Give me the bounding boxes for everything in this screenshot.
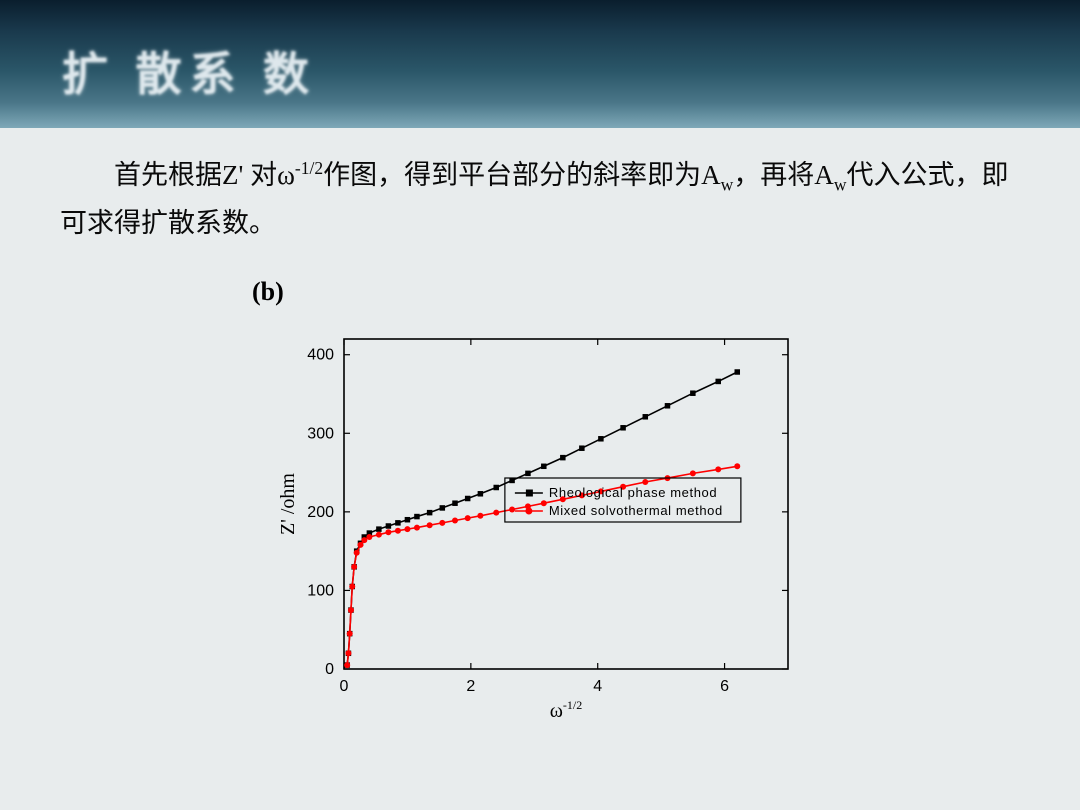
- paragraph-text-2: 作图，得到平台部分的斜率即为A: [323, 160, 721, 190]
- slide-header: 扩 散系 数: [0, 0, 1080, 128]
- panel-label: (b): [252, 277, 860, 307]
- paragraph-sub-1: w: [721, 174, 734, 194]
- svg-text:300: 300: [307, 426, 334, 443]
- svg-text:2: 2: [466, 678, 475, 695]
- header-title: 扩 散系 数: [62, 38, 317, 104]
- svg-text:400: 400: [307, 347, 334, 364]
- svg-text:200: 200: [307, 504, 334, 521]
- svg-text:Mixed solvothermal method: Mixed solvothermal method: [549, 503, 723, 518]
- svg-text:6: 6: [720, 678, 729, 695]
- svg-text:0: 0: [325, 661, 334, 678]
- svg-text:100: 100: [307, 583, 334, 600]
- svg-text:4: 4: [593, 678, 602, 695]
- paragraph-text-1: 首先根据Z' 对ω: [114, 160, 295, 190]
- body-paragraph: 首先根据Z' 对ω-1/2作图，得到平台部分的斜率即为Aw，再将Aw代入公式，即…: [0, 128, 1080, 247]
- svg-text:Z' /ohm: Z' /ohm: [277, 473, 299, 535]
- z-vs-omega-chart: 0 2 4 6 0 100 200 300 400 Z' /ohm ω-1/2 Rheological…: [270, 325, 810, 725]
- paragraph-text-3: ，再将A: [733, 160, 834, 190]
- paragraph-sup-1: -1/2: [295, 158, 323, 178]
- svg-text:ω-1/2: ω-1/2: [550, 698, 583, 722]
- svg-text:0: 0: [340, 678, 349, 695]
- paragraph-sub-2: w: [834, 174, 847, 194]
- chart-container: (b) 0 2 4 6 0 100 200 300 400 Z' /ohm ω-1/2 Rheolog…: [220, 277, 860, 725]
- svg-text:Rheological phase method: Rheological phase method: [549, 485, 717, 500]
